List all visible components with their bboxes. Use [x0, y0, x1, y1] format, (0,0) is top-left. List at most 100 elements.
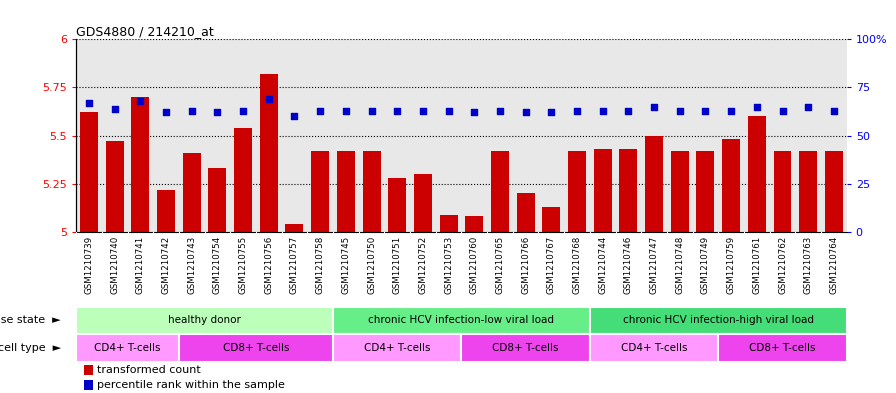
Text: GSM1210741: GSM1210741	[136, 235, 145, 294]
Text: CD4+ T-cells: CD4+ T-cells	[94, 343, 160, 353]
Bar	[773, 151, 791, 232]
Text: GSM1210744: GSM1210744	[599, 235, 607, 294]
Bar	[179, 334, 333, 362]
Text: GSM1210763: GSM1210763	[804, 235, 813, 294]
Point	[134, 98, 148, 104]
Bar	[76, 334, 179, 362]
Bar	[234, 128, 252, 232]
Text: CD4+ T-cells: CD4+ T-cells	[621, 343, 687, 353]
Text: GSM1210764: GSM1210764	[830, 235, 839, 294]
Bar	[542, 207, 560, 232]
Bar	[333, 334, 461, 362]
Bar	[157, 189, 175, 232]
Bar	[825, 151, 843, 232]
Text: GSM1210747: GSM1210747	[650, 235, 659, 294]
Point	[570, 107, 584, 114]
Point	[185, 107, 199, 114]
Text: CD4+ T-cells: CD4+ T-cells	[364, 343, 430, 353]
Text: CD8+ T-cells: CD8+ T-cells	[749, 343, 815, 353]
Text: GSM1210745: GSM1210745	[341, 235, 350, 294]
Bar	[619, 149, 637, 232]
Point	[339, 107, 353, 114]
Bar	[722, 140, 740, 232]
Bar	[590, 334, 719, 362]
Text: GSM1210758: GSM1210758	[315, 235, 324, 294]
Text: GSM1210768: GSM1210768	[573, 235, 582, 294]
Text: GSM1210746: GSM1210746	[624, 235, 633, 294]
Bar	[76, 307, 333, 334]
Point	[442, 107, 456, 114]
Point	[288, 113, 302, 119]
Bar	[517, 193, 535, 232]
Bar	[84, 365, 93, 375]
Bar	[491, 151, 509, 232]
Text: transformed count: transformed count	[97, 365, 201, 375]
Bar	[671, 151, 689, 232]
Bar	[132, 97, 150, 232]
Text: GSM1210751: GSM1210751	[392, 235, 401, 294]
Point	[801, 103, 815, 110]
Bar	[106, 141, 124, 232]
Bar	[286, 224, 304, 232]
Bar	[594, 149, 612, 232]
Text: GSM1210755: GSM1210755	[238, 235, 247, 294]
Bar	[568, 151, 586, 232]
Text: GSM1210742: GSM1210742	[161, 235, 170, 294]
Text: GSM1210767: GSM1210767	[547, 235, 556, 294]
Bar	[590, 307, 847, 334]
Point	[775, 107, 789, 114]
Point	[108, 105, 122, 112]
Text: chronic HCV infection-high viral load: chronic HCV infection-high viral load	[623, 315, 814, 325]
Point	[647, 103, 661, 110]
Bar	[440, 215, 458, 232]
Text: GSM1210759: GSM1210759	[727, 235, 736, 294]
Text: GSM1210753: GSM1210753	[444, 235, 453, 294]
Bar	[388, 178, 406, 232]
Text: GSM1210766: GSM1210766	[521, 235, 530, 294]
Text: GSM1210740: GSM1210740	[110, 235, 119, 294]
Bar	[465, 217, 483, 232]
Text: GSM1210749: GSM1210749	[701, 235, 710, 294]
Bar	[260, 74, 278, 232]
Text: GSM1210761: GSM1210761	[753, 235, 762, 294]
Text: percentile rank within the sample: percentile rank within the sample	[97, 380, 285, 390]
Point	[698, 107, 712, 114]
Point	[390, 107, 404, 114]
Point	[82, 100, 96, 106]
Point	[621, 107, 635, 114]
Point	[159, 109, 173, 116]
Point	[827, 107, 841, 114]
Bar	[719, 334, 847, 362]
Text: disease state  ►: disease state ►	[0, 315, 61, 325]
Point	[750, 103, 764, 110]
Bar	[799, 151, 817, 232]
Point	[236, 107, 250, 114]
Text: GSM1210765: GSM1210765	[495, 235, 504, 294]
Point	[724, 107, 738, 114]
Point	[365, 107, 379, 114]
Text: GSM1210750: GSM1210750	[367, 235, 376, 294]
Bar	[80, 112, 98, 232]
Text: healthy donor: healthy donor	[168, 315, 241, 325]
Point	[493, 107, 507, 114]
Text: GSM1210756: GSM1210756	[264, 235, 273, 294]
Point	[596, 107, 610, 114]
Bar	[696, 151, 714, 232]
Bar	[84, 380, 93, 390]
Bar	[183, 153, 201, 232]
Text: cell type  ►: cell type ►	[0, 343, 61, 353]
Text: GSM1210754: GSM1210754	[213, 235, 222, 294]
Text: CD8+ T-cells: CD8+ T-cells	[493, 343, 559, 353]
Point	[211, 109, 225, 116]
Bar	[209, 168, 227, 232]
Bar	[337, 151, 355, 232]
Text: CD8+ T-cells: CD8+ T-cells	[223, 343, 289, 353]
Text: GSM1210743: GSM1210743	[187, 235, 196, 294]
Text: GSM1210760: GSM1210760	[470, 235, 478, 294]
Bar	[363, 151, 381, 232]
Point	[519, 109, 533, 116]
Point	[673, 107, 687, 114]
Bar	[311, 151, 329, 232]
Point	[416, 107, 430, 114]
Point	[544, 109, 558, 116]
